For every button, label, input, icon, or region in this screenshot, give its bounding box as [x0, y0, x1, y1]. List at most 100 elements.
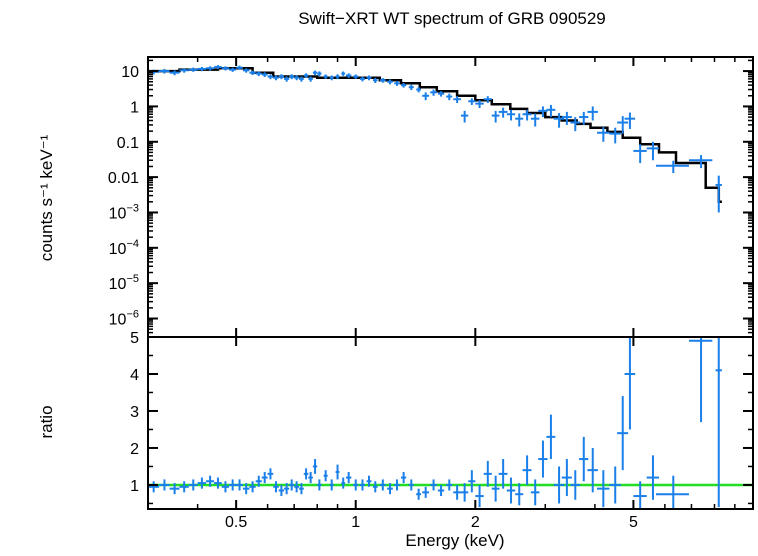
ratio-point: [197, 477, 207, 489]
data-point: [221, 66, 230, 71]
ratio-point: [506, 477, 516, 504]
ratio-point: [299, 483, 304, 495]
ratio-point: [267, 468, 274, 480]
ratio-point: [617, 396, 629, 471]
ratio-point: [597, 470, 610, 508]
data-point: [597, 127, 610, 142]
counts-spectrum-panel: [148, 65, 722, 213]
data-point: [570, 117, 581, 132]
data-point: [188, 67, 198, 72]
data-point: [498, 107, 508, 118]
top-y-tick-label: 10−6: [109, 309, 139, 329]
ratio-point: [345, 472, 352, 484]
data-point: [353, 74, 359, 79]
ratio-point: [400, 472, 407, 484]
data-point: [299, 76, 304, 82]
data-point: [323, 74, 328, 79]
data-point: [633, 144, 647, 164]
ratio-point: [570, 470, 581, 500]
ratio-point: [624, 337, 636, 430]
ratio-point: [308, 472, 313, 484]
ratio-point: [491, 475, 500, 502]
data-point: [546, 104, 556, 118]
top-y-axis-ticks: 10 1 0.1 0.01 10−3 10−4 10−5 10−6: [108, 59, 753, 334]
ratio-point: [329, 479, 334, 491]
data-point: [515, 113, 524, 127]
ratio-point: [353, 479, 359, 491]
bottom-y-axis-ticks: 1 2 3 4 5: [130, 330, 753, 505]
data-point: [345, 73, 352, 78]
data-point: [408, 84, 414, 91]
x-tick-label: 1: [351, 514, 360, 531]
data-point: [483, 96, 492, 103]
ratio-point: [430, 479, 437, 491]
data-point: [530, 113, 540, 127]
ratio-point: [372, 481, 378, 493]
data-point: [214, 65, 222, 70]
data-point: [387, 79, 393, 85]
top-y-tick-label: 0.1: [117, 135, 139, 152]
ratio-point: [303, 468, 309, 480]
ratio-point: [538, 440, 548, 478]
top-y-tick-label: 10−4: [109, 238, 139, 258]
ratio-point: [294, 481, 300, 493]
ratio-point: [633, 481, 647, 509]
data-point: [366, 75, 372, 81]
ratio-point: [169, 483, 180, 495]
data-point: [261, 72, 268, 77]
data-point: [308, 76, 313, 82]
data-point: [561, 111, 572, 125]
bottom-y-tick-label: 2: [130, 441, 139, 458]
ratio-point: [273, 481, 279, 493]
ratio-point: [312, 459, 318, 474]
data-point: [416, 87, 422, 93]
top-y-tick-label: 0.01: [108, 170, 139, 187]
ratio-point: [179, 481, 189, 493]
ratio-point: [359, 479, 365, 491]
data-point: [460, 110, 469, 123]
data-point: [394, 81, 400, 86]
data-point: [236, 65, 243, 70]
data-point: [437, 91, 445, 97]
ratio-point: [255, 475, 262, 487]
data-point: [289, 74, 295, 80]
data-point: [609, 127, 621, 144]
data-point: [335, 74, 340, 80]
top-y-tick-label: 10−3: [109, 202, 139, 222]
data-point: [475, 100, 484, 109]
ratio-point: [188, 479, 198, 491]
data-point: [688, 155, 713, 169]
ratio-point: [323, 470, 328, 482]
data-point: [468, 98, 476, 105]
ratio-point: [236, 479, 243, 491]
data-point: [159, 68, 170, 74]
ratio-point: [335, 464, 340, 480]
ratio-point: [249, 481, 256, 493]
x-tick-label: 5: [629, 514, 638, 531]
ratio-point: [561, 459, 572, 497]
data-point: [229, 67, 237, 72]
ratio-point: [284, 483, 290, 495]
ratio-point: [261, 472, 268, 484]
ratio-point: [229, 479, 237, 491]
ratio-point: [159, 479, 170, 491]
ratio-point: [475, 484, 484, 508]
ratio-point: [522, 455, 532, 485]
ratio-point: [379, 479, 386, 491]
data-point: [206, 66, 215, 71]
ratio-point: [206, 475, 215, 487]
x-axis-label: Energy (keV): [405, 531, 504, 550]
ratio-point: [530, 479, 540, 506]
ratio-point: [579, 436, 589, 482]
data-point: [278, 74, 285, 80]
data-point: [197, 66, 207, 72]
ratio-point: [422, 486, 430, 498]
ratio-point: [387, 483, 393, 495]
ratio-point: [446, 479, 453, 491]
data-point: [372, 77, 378, 83]
data-point: [430, 89, 437, 96]
data-point: [400, 82, 407, 88]
top-y-axis-label: counts s⁻¹ keV⁻¹: [37, 134, 56, 261]
data-point: [169, 70, 180, 76]
